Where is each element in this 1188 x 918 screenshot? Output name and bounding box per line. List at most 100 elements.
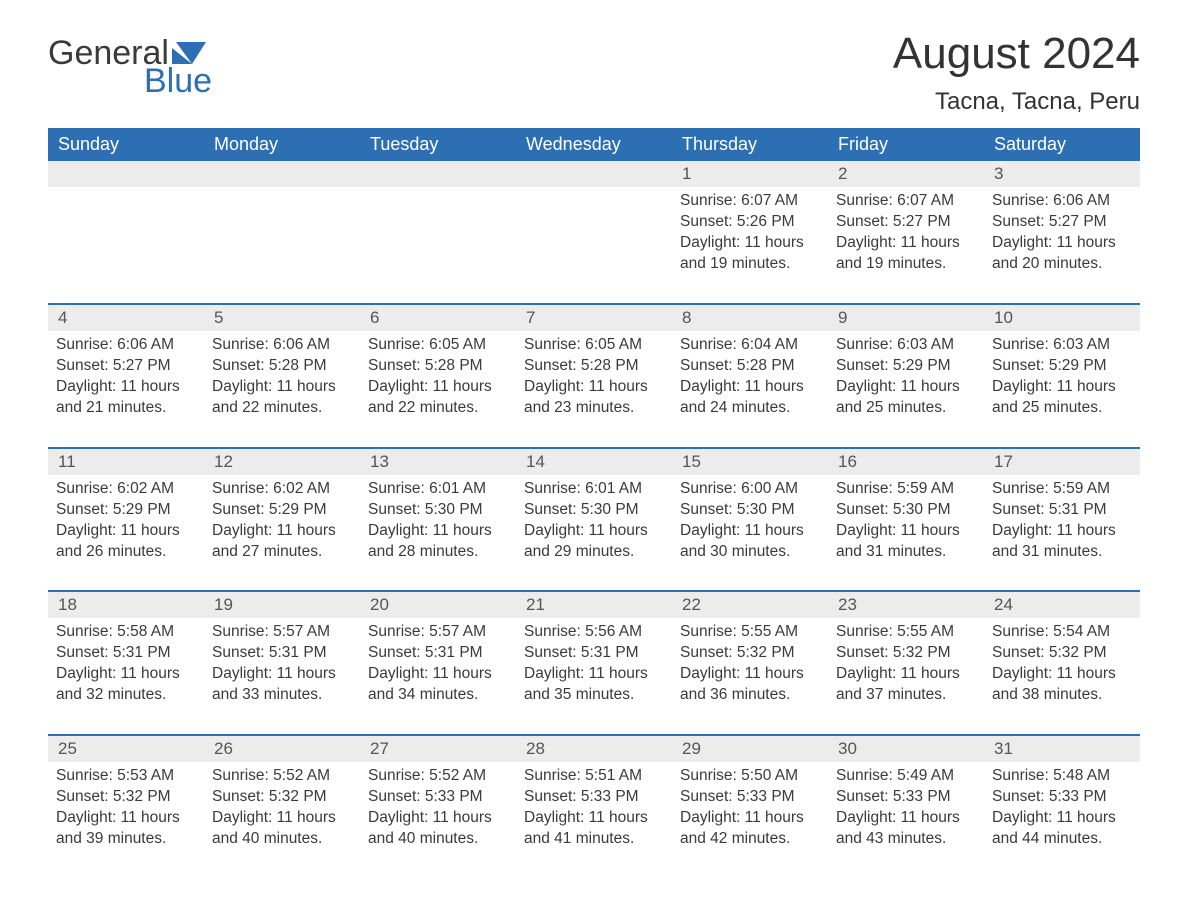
daylight-line: Daylight: 11 hours and 31 minutes. (992, 521, 1132, 563)
sunset-line: Sunset: 5:30 PM (524, 500, 664, 521)
day-details: Sunrise: 6:02 AMSunset: 5:29 PMDaylight:… (212, 479, 352, 563)
sunrise-line: Sunrise: 6:07 AM (680, 191, 820, 212)
calendar-week-row: 1Sunrise: 6:07 AMSunset: 5:26 PMDaylight… (48, 161, 1140, 304)
sunrise-line: Sunrise: 5:55 AM (836, 622, 976, 643)
day-details: Sunrise: 5:48 AMSunset: 5:33 PMDaylight:… (992, 766, 1132, 850)
daylight-line: Daylight: 11 hours and 34 minutes. (368, 664, 508, 706)
sunrise-line: Sunrise: 5:57 AM (368, 622, 508, 643)
sunrise-line: Sunrise: 5:56 AM (524, 622, 664, 643)
day-details: Sunrise: 5:57 AMSunset: 5:31 PMDaylight:… (368, 622, 508, 706)
day-number-bar: 9 (828, 305, 984, 331)
sunrise-line: Sunrise: 6:04 AM (680, 335, 820, 356)
calendar-cell (516, 161, 672, 304)
day-details: Sunrise: 6:07 AMSunset: 5:26 PMDaylight:… (680, 191, 820, 275)
sunset-line: Sunset: 5:31 PM (212, 643, 352, 664)
day-number-bar: 8 (672, 305, 828, 331)
day-number-bar: 1 (672, 161, 828, 187)
day-details: Sunrise: 6:06 AMSunset: 5:27 PMDaylight:… (992, 191, 1132, 275)
location-subtitle: Tacna, Tacna, Peru (893, 88, 1140, 116)
daylight-line: Daylight: 11 hours and 42 minutes. (680, 808, 820, 850)
calendar-cell: 23Sunrise: 5:55 AMSunset: 5:32 PMDayligh… (828, 591, 984, 735)
sunrise-line: Sunrise: 6:00 AM (680, 479, 820, 500)
day-details: Sunrise: 5:52 AMSunset: 5:33 PMDaylight:… (368, 766, 508, 850)
weekday-header: Wednesday (516, 128, 672, 161)
sunset-line: Sunset: 5:27 PM (56, 356, 196, 377)
calendar-cell: 20Sunrise: 5:57 AMSunset: 5:31 PMDayligh… (360, 591, 516, 735)
calendar-week-row: 18Sunrise: 5:58 AMSunset: 5:31 PMDayligh… (48, 591, 1140, 735)
calendar-cell: 9Sunrise: 6:03 AMSunset: 5:29 PMDaylight… (828, 304, 984, 448)
sunset-line: Sunset: 5:29 PM (836, 356, 976, 377)
sunset-line: Sunset: 5:29 PM (992, 356, 1132, 377)
calendar-cell: 16Sunrise: 5:59 AMSunset: 5:30 PMDayligh… (828, 448, 984, 592)
day-details: Sunrise: 6:03 AMSunset: 5:29 PMDaylight:… (992, 335, 1132, 419)
daylight-line: Daylight: 11 hours and 20 minutes. (992, 233, 1132, 275)
day-number-bar: 10 (984, 305, 1140, 331)
calendar-week-row: 4Sunrise: 6:06 AMSunset: 5:27 PMDaylight… (48, 304, 1140, 448)
daylight-line: Daylight: 11 hours and 19 minutes. (836, 233, 976, 275)
calendar-cell: 31Sunrise: 5:48 AMSunset: 5:33 PMDayligh… (984, 735, 1140, 878)
calendar-cell: 22Sunrise: 5:55 AMSunset: 5:32 PMDayligh… (672, 591, 828, 735)
calendar-cell: 10 Sunrise: 6:03 AMSunset: 5:29 PMDayligh… (984, 304, 1140, 448)
day-number-bar: 25 (48, 736, 204, 762)
sunrise-line: Sunrise: 5:52 AM (212, 766, 352, 787)
calendar-cell: 14Sunrise: 6:01 AMSunset: 5:30 PMDayligh… (516, 448, 672, 592)
daylight-line: Daylight: 11 hours and 26 minutes. (56, 521, 196, 563)
day-number-bar: 28 (516, 736, 672, 762)
sunset-line: Sunset: 5:27 PM (836, 212, 976, 233)
daylight-line: Daylight: 11 hours and 37 minutes. (836, 664, 976, 706)
daylight-line: Daylight: 11 hours and 24 minutes. (680, 377, 820, 419)
calendar-cell: 15 Sunrise: 6:00 AMSunset: 5:30 PMDayligh… (672, 448, 828, 592)
sunrise-line: Sunrise: 5:55 AM (680, 622, 820, 643)
calendar-cell: 3 Sunrise: 6:06 AMSunset: 5:27 PMDaylight… (984, 161, 1140, 304)
sunrise-line: Sunrise: 6:01 AM (368, 479, 508, 500)
calendar-cell: 25 Sunrise: 5:53 AMSunset: 5:32 PMDayligh… (48, 735, 204, 878)
daylight-line: Daylight: 11 hours and 38 minutes. (992, 664, 1132, 706)
month-title: August 2024 (893, 30, 1140, 78)
day-details: Sunrise: 5:55 AMSunset: 5:32 PMDaylight:… (680, 622, 820, 706)
sunset-line: Sunset: 5:32 PM (56, 787, 196, 808)
sunset-line: Sunset: 5:32 PM (836, 643, 976, 664)
weekday-header: Tuesday (360, 128, 516, 161)
sunset-line: Sunset: 5:30 PM (368, 500, 508, 521)
daylight-line: Daylight: 11 hours and 30 minutes. (680, 521, 820, 563)
day-details: Sunrise: 6:05 AMSunset: 5:28 PMDaylight:… (524, 335, 664, 419)
calendar-cell: 13Sunrise: 6:01 AMSunset: 5:30 PMDayligh… (360, 448, 516, 592)
daylight-line: Daylight: 11 hours and 22 minutes. (368, 377, 508, 419)
day-number-bar: 3 (984, 161, 1140, 187)
sunrise-line: Sunrise: 5:54 AM (992, 622, 1132, 643)
day-number-bar: 6 (360, 305, 516, 331)
day-number-bar: 5 (204, 305, 360, 331)
day-details: Sunrise: 5:53 AMSunset: 5:32 PMDaylight:… (56, 766, 196, 850)
weekday-header: Friday (828, 128, 984, 161)
sunset-line: Sunset: 5:27 PM (992, 212, 1132, 233)
day-number-bar: 7 (516, 305, 672, 331)
day-number-bar: 19 (204, 592, 360, 618)
day-number-bar: 12 (204, 449, 360, 475)
daylight-line: Daylight: 11 hours and 41 minutes. (524, 808, 664, 850)
calendar-cell: 18Sunrise: 5:58 AMSunset: 5:31 PMDayligh… (48, 591, 204, 735)
weekday-header: Thursday (672, 128, 828, 161)
daylight-line: Daylight: 11 hours and 19 minutes. (680, 233, 820, 275)
day-number-bar: 4 (48, 305, 204, 331)
daylight-line: Daylight: 11 hours and 27 minutes. (212, 521, 352, 563)
calendar-cell: 11Sunrise: 6:02 AMSunset: 5:29 PMDayligh… (48, 448, 204, 592)
daylight-line: Daylight: 11 hours and 40 minutes. (212, 808, 352, 850)
sunset-line: Sunset: 5:26 PM (680, 212, 820, 233)
sunrise-line: Sunrise: 6:02 AM (212, 479, 352, 500)
calendar-cell: 21Sunrise: 5:56 AMSunset: 5:31 PMDayligh… (516, 591, 672, 735)
daylight-line: Daylight: 11 hours and 31 minutes. (836, 521, 976, 563)
day-number-bar: 24 (984, 592, 1140, 618)
day-details: Sunrise: 5:49 AMSunset: 5:33 PMDaylight:… (836, 766, 976, 850)
daylight-line: Daylight: 11 hours and 32 minutes. (56, 664, 196, 706)
sunset-line: Sunset: 5:33 PM (524, 787, 664, 808)
sunrise-line: Sunrise: 6:05 AM (524, 335, 664, 356)
day-number-bar: 15 (672, 449, 828, 475)
daylight-line: Daylight: 11 hours and 36 minutes. (680, 664, 820, 706)
sunset-line: Sunset: 5:30 PM (680, 500, 820, 521)
day-number-bar: 17 (984, 449, 1140, 475)
sunrise-line: Sunrise: 5:58 AM (56, 622, 196, 643)
day-number-bar: 16 (828, 449, 984, 475)
calendar-header-row: SundayMondayTuesdayWednesdayThursdayFrid… (48, 128, 1140, 161)
day-details: Sunrise: 6:04 AMSunset: 5:28 PMDaylight:… (680, 335, 820, 419)
day-number-bar: 2 (828, 161, 984, 187)
